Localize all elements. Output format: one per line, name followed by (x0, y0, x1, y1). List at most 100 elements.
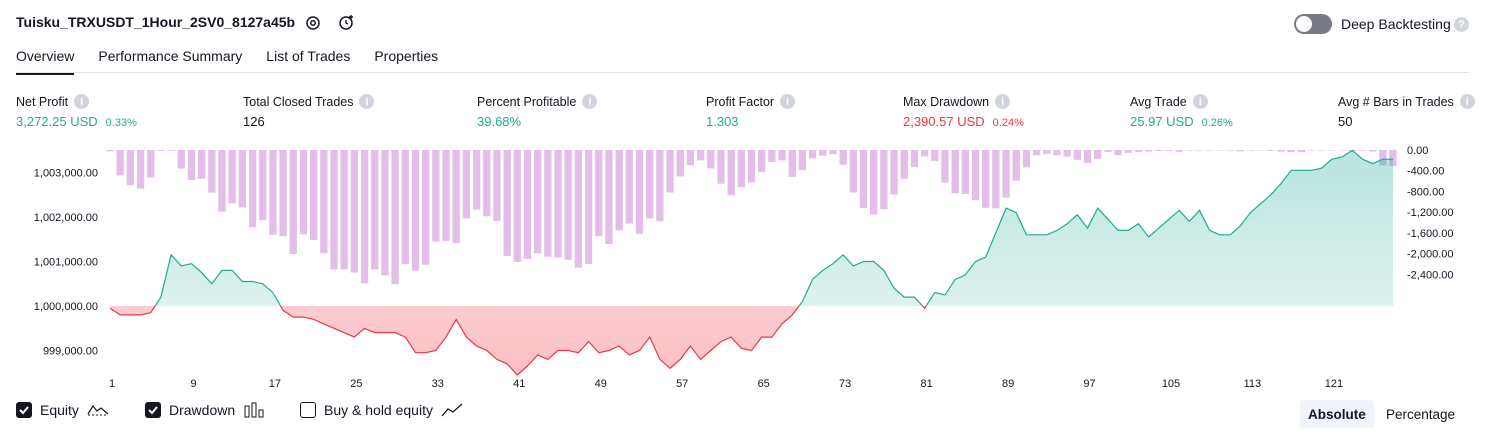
x-tick-label: 73 (839, 378, 851, 390)
metric-total-closed-trades: Total Closed Trades i 126 (243, 94, 375, 129)
drawdown-bar (218, 150, 226, 212)
legend-drawdown[interactable]: Drawdown (145, 402, 265, 418)
help-icon[interactable]: ? (1454, 17, 1469, 32)
drawdown-bar (839, 150, 847, 165)
info-icon[interactable]: i (74, 94, 90, 109)
tab-properties[interactable]: Properties (374, 48, 439, 64)
drawdown-bar (900, 150, 908, 179)
drawdown-bar (982, 150, 990, 208)
drawdown-bar (1195, 150, 1204, 151)
drawdown-bar (350, 150, 358, 273)
drawdown-bar (432, 150, 440, 242)
drawdown-bar (676, 150, 684, 177)
drawdown-bar (1145, 150, 1153, 152)
drawdown-bar (330, 150, 338, 270)
metric-label: Avg Trade (1130, 94, 1187, 109)
drawdown-bar (1216, 150, 1224, 151)
drawdown-bar (890, 150, 898, 195)
metric-value: 1.303 (706, 114, 739, 129)
metric-net-profit: Net Profit i 3,272.25 USD 0.33% (16, 94, 137, 129)
tab-list-of-trades[interactable]: List of Trades (266, 48, 351, 64)
drawdown-bar (788, 150, 796, 177)
drawdown-bar (737, 150, 745, 188)
drawdown-bar (727, 150, 735, 196)
drawdown-bar (503, 150, 511, 256)
drawdown-bar (1226, 150, 1234, 151)
drawdown-bar (758, 150, 766, 172)
gear-icon[interactable] (303, 13, 323, 33)
drawdown-bar (1134, 150, 1143, 153)
drawdown-bar (442, 150, 450, 241)
metric-percent: 0.24% (992, 117, 1024, 129)
drawdown-bar (187, 150, 196, 180)
drawdown-bar (870, 150, 878, 215)
bar-chart-icon (244, 402, 264, 418)
info-icon[interactable]: i (780, 94, 796, 109)
drawdown-bar (1073, 150, 1081, 160)
alarm-plus-icon[interactable] (337, 13, 357, 33)
metric-label: Percent Profitable (477, 94, 577, 109)
drawdown-bar (941, 150, 949, 183)
drawdown-bar (422, 150, 430, 265)
drawdown-bar (666, 150, 674, 193)
buy-hold-checkbox[interactable] (300, 402, 316, 418)
x-tick-label: 57 (676, 378, 688, 390)
legend-equity-label: Equity (40, 402, 79, 418)
drawdown-bar (1043, 150, 1051, 155)
drawdown-bar (1053, 150, 1061, 156)
metric-avg-trade: Avg Trade i 25.97 USD 0.26% (1130, 94, 1233, 129)
drawdown-bar (1094, 150, 1102, 159)
drawdown-bar (1114, 150, 1122, 156)
tab-overview[interactable]: Overview (16, 48, 75, 75)
percentage-toggle[interactable]: Percentage (1386, 406, 1456, 422)
drawdown-bar (483, 150, 491, 217)
info-icon[interactable]: i (1192, 94, 1208, 109)
drawdown-bar (829, 150, 837, 155)
info-icon[interactable]: i (582, 94, 598, 109)
deep-backtesting-toggle[interactable] (1294, 14, 1332, 34)
x-tick-label: 65 (758, 378, 770, 390)
x-tick-label: 97 (1083, 378, 1095, 390)
y-right-tick-label: 0.00 (1407, 145, 1428, 157)
drawdown-bar (177, 150, 185, 169)
drawdown-bar (951, 150, 959, 194)
metric-value: 39.68% (477, 114, 522, 129)
legend-buy-hold[interactable]: Buy & hold equity (300, 402, 463, 418)
y-right-tick-label: -1,200.00 (1407, 207, 1453, 219)
drawdown-bar (1267, 150, 1275, 151)
absolute-toggle[interactable]: Absolute (1300, 400, 1374, 428)
tab-performance-summary[interactable]: Performance Summary (98, 48, 243, 64)
drawdown-bar (1307, 150, 1316, 151)
drawdown-bar (1022, 150, 1031, 168)
legend-drawdown-label: Drawdown (169, 402, 236, 418)
drawdown-bar (371, 150, 379, 270)
drawdown-bar (808, 150, 817, 159)
equity-checkbox[interactable] (16, 402, 32, 418)
drawdown-bar (1246, 150, 1255, 151)
info-icon[interactable]: i (1459, 94, 1475, 109)
metric-percent-profitable: Percent Profitable i 39.68% (477, 94, 598, 129)
drawdown-bar (1104, 150, 1112, 152)
drawdown-bar (310, 150, 318, 240)
x-tick-label: 41 (513, 378, 525, 390)
equity-line-icon (87, 404, 109, 416)
equity-loss-area (110, 306, 1393, 375)
x-tick-label: 89 (1002, 378, 1014, 390)
info-icon[interactable]: i (359, 94, 375, 109)
drawdown-bar (615, 150, 623, 231)
y-right-tick-label: -2,400.00 (1407, 269, 1453, 281)
info-icon[interactable]: i (995, 94, 1011, 109)
drawdown-bar (1185, 150, 1193, 151)
drawdown-bar (859, 150, 868, 208)
drawdown-bar (381, 150, 389, 276)
drawdown-checkbox[interactable] (145, 402, 161, 418)
legend-equity[interactable]: Equity (16, 402, 109, 418)
y-left-tick-label: 1,000,000.00 (34, 301, 98, 313)
drawdown-bar (1165, 150, 1173, 151)
drawdown-bar (625, 150, 633, 224)
drawdown-bar (595, 150, 603, 237)
drawdown-bar (1389, 150, 1397, 167)
x-tick-label: 113 (1244, 378, 1262, 390)
drawdown-bar (147, 150, 155, 178)
x-tick-label: 81 (920, 378, 932, 390)
